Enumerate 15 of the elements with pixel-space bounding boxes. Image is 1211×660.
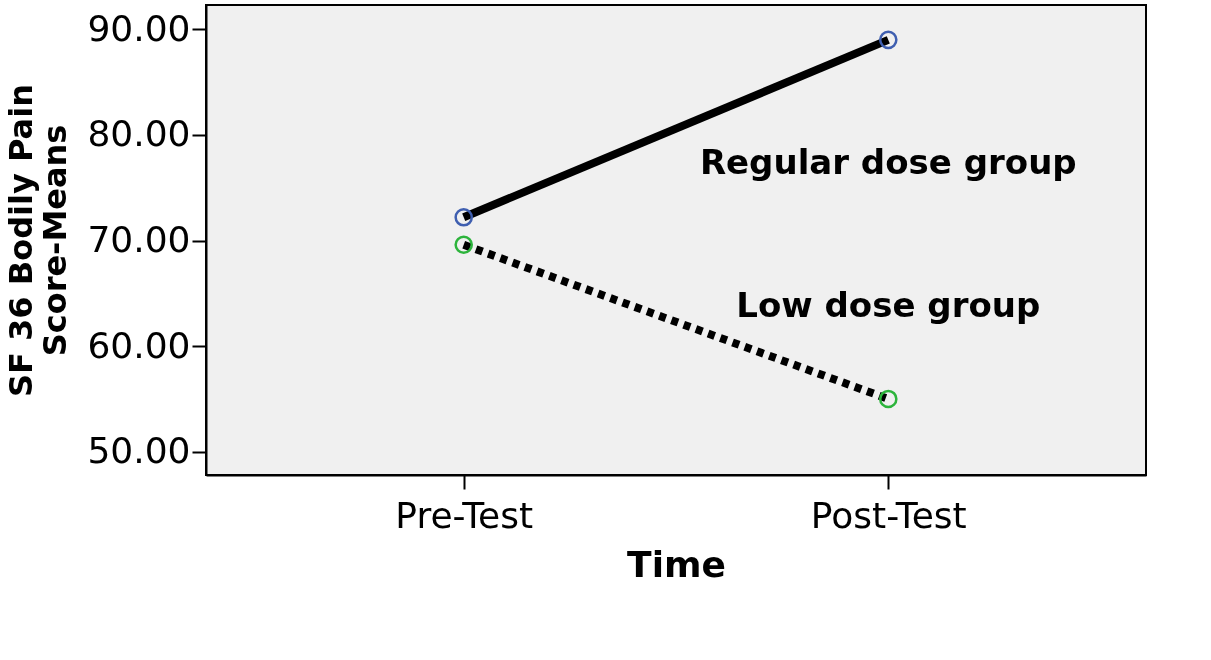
x-tick-label: Post-Test xyxy=(810,494,967,536)
point xyxy=(454,235,474,255)
y-tick-label: 50.00 xyxy=(87,430,191,472)
y-tick-label: 60.00 xyxy=(87,324,191,366)
point xyxy=(878,389,898,409)
x-axis-title: Time xyxy=(627,543,726,585)
series-label: Low dose group xyxy=(736,284,1041,325)
series-label: Regular dose group xyxy=(699,141,1077,182)
point xyxy=(878,30,898,50)
y-tick-label: 80.00 xyxy=(87,113,191,155)
point xyxy=(454,208,474,227)
y-axis-title: SF 36 Bodily Pain Score-Means xyxy=(2,84,75,397)
y-tick-label: 70.00 xyxy=(87,219,191,261)
x-tick-label: Pre-Test xyxy=(395,494,534,536)
y-tick-label: 90.00 xyxy=(87,7,191,49)
